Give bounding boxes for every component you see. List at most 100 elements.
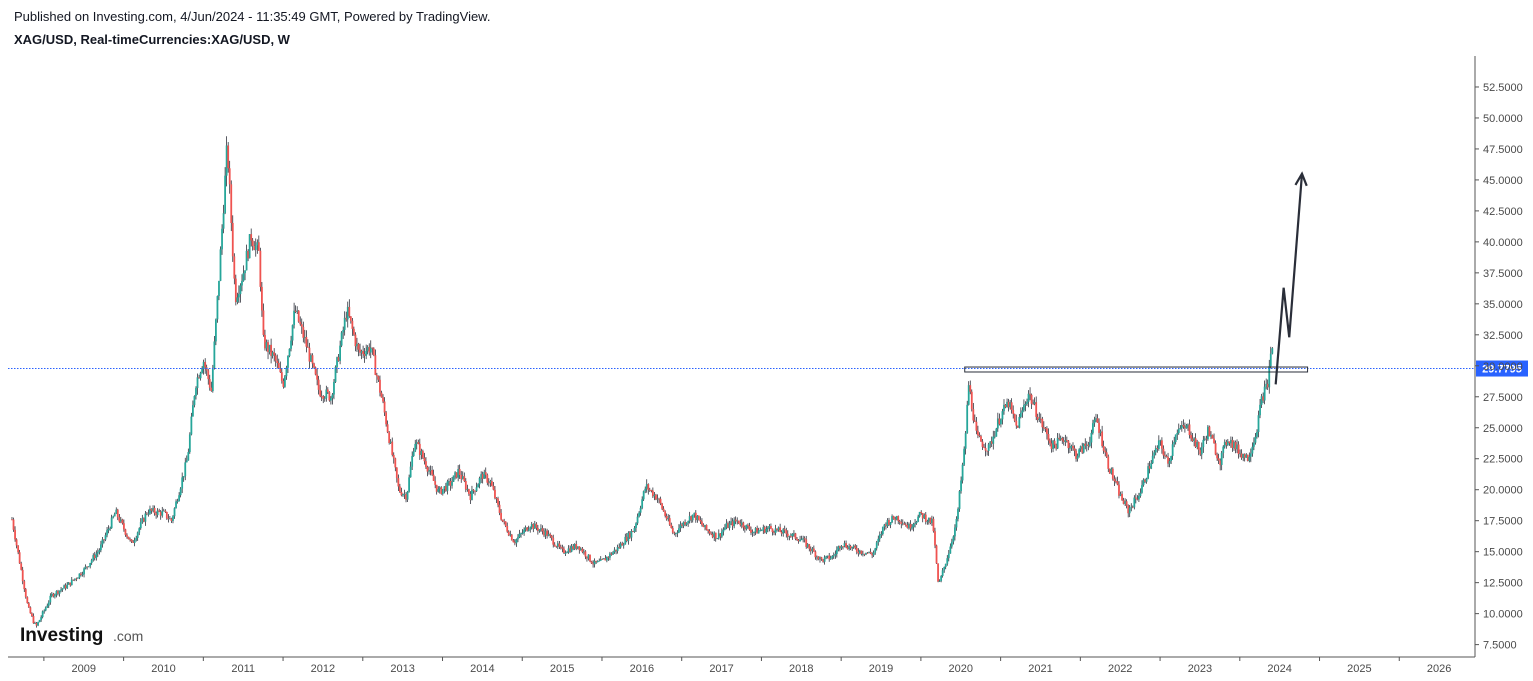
candle-down xyxy=(990,441,993,444)
candle-up xyxy=(624,536,627,545)
candle-down xyxy=(155,513,158,516)
candle-down xyxy=(607,556,610,558)
candle-up xyxy=(923,514,926,519)
candle-down xyxy=(697,515,700,520)
candle-down xyxy=(198,377,200,379)
candle-down xyxy=(1016,425,1019,428)
candle-up xyxy=(576,546,579,549)
candle-down xyxy=(904,524,907,526)
candle-down xyxy=(130,539,133,542)
candle-down xyxy=(432,474,435,481)
candle-up xyxy=(1142,479,1145,486)
candle-down xyxy=(504,521,507,526)
candle-down xyxy=(981,441,984,447)
candle-down xyxy=(12,519,15,530)
candle-up xyxy=(635,523,637,529)
candle-down xyxy=(561,547,564,549)
candle-down xyxy=(1062,440,1065,442)
candle-down xyxy=(495,498,498,499)
candle-up xyxy=(880,533,883,535)
candle-up xyxy=(944,563,947,568)
candle-up xyxy=(222,213,225,229)
candle-up xyxy=(762,527,765,531)
candle-up xyxy=(961,464,964,481)
candles-layer xyxy=(11,136,1274,628)
candle-up xyxy=(113,513,116,517)
candle-up xyxy=(524,527,527,530)
candle-up xyxy=(682,522,685,526)
candle-down xyxy=(632,531,634,532)
candle-up xyxy=(254,245,257,250)
candle-up xyxy=(475,487,478,492)
candle-up xyxy=(881,526,884,534)
candle-down xyxy=(233,256,236,279)
candle-up xyxy=(152,507,154,511)
candle-up xyxy=(133,540,136,543)
candle-down xyxy=(302,326,305,338)
candle-up xyxy=(765,528,768,533)
candle-up xyxy=(633,528,636,532)
candle-up xyxy=(831,555,834,559)
candle-up xyxy=(858,550,861,554)
candle-down xyxy=(1041,418,1044,428)
candle-down xyxy=(417,442,420,444)
candle-down xyxy=(469,493,472,501)
candle-down xyxy=(1007,401,1010,408)
candle-up xyxy=(1230,439,1232,444)
candle-down xyxy=(146,513,148,515)
candle-up xyxy=(1223,441,1226,447)
candle-down xyxy=(822,559,824,562)
candle-up xyxy=(441,488,444,494)
candle-down xyxy=(492,485,495,490)
candle-down xyxy=(699,519,702,522)
published-note: Published on Investing.com, 4/Jun/2024 -… xyxy=(14,9,491,24)
candle-up xyxy=(566,552,568,554)
candle-down xyxy=(921,513,924,519)
y-tick-label: 37.5000 xyxy=(1483,268,1523,280)
candle-up xyxy=(457,469,460,478)
candle-down xyxy=(362,351,364,355)
candle-up xyxy=(791,533,794,537)
candle-up xyxy=(101,539,104,545)
candle-down xyxy=(1072,445,1074,449)
candle-down xyxy=(1262,396,1265,401)
candle-up xyxy=(757,530,760,534)
candle-up xyxy=(1006,401,1008,408)
candle-down xyxy=(842,546,844,548)
candle-down xyxy=(1237,444,1240,455)
candle-up xyxy=(303,337,306,338)
candle-down xyxy=(150,508,153,511)
candle-up xyxy=(50,593,53,596)
candle-down xyxy=(1144,479,1146,482)
candle-up xyxy=(411,456,414,467)
candle-down xyxy=(1096,418,1099,423)
candle-down xyxy=(72,579,75,581)
candle-up xyxy=(704,524,706,528)
candle-up xyxy=(40,617,43,621)
candle-up xyxy=(966,404,969,434)
candle-up xyxy=(1079,446,1082,450)
candle-up xyxy=(799,539,801,542)
candle-up xyxy=(179,488,182,496)
candle-up xyxy=(192,405,194,417)
candle-up xyxy=(356,343,358,347)
candle-up xyxy=(98,550,101,552)
candle-up xyxy=(190,416,193,435)
candle-up xyxy=(800,539,803,541)
candle-down xyxy=(467,489,470,494)
candle-down xyxy=(975,421,978,431)
candle-down xyxy=(400,491,403,496)
candle-down xyxy=(261,286,263,311)
candle-up xyxy=(598,560,601,562)
candle-down xyxy=(734,519,737,522)
candle-down xyxy=(1134,497,1137,499)
candle-up xyxy=(34,623,36,624)
candle-down xyxy=(383,401,386,413)
candle-up xyxy=(1220,452,1223,465)
candle-up xyxy=(556,543,559,547)
candle-down xyxy=(322,396,325,399)
candle-down xyxy=(421,450,424,458)
candle-up xyxy=(645,484,648,489)
candle-up xyxy=(777,527,780,531)
